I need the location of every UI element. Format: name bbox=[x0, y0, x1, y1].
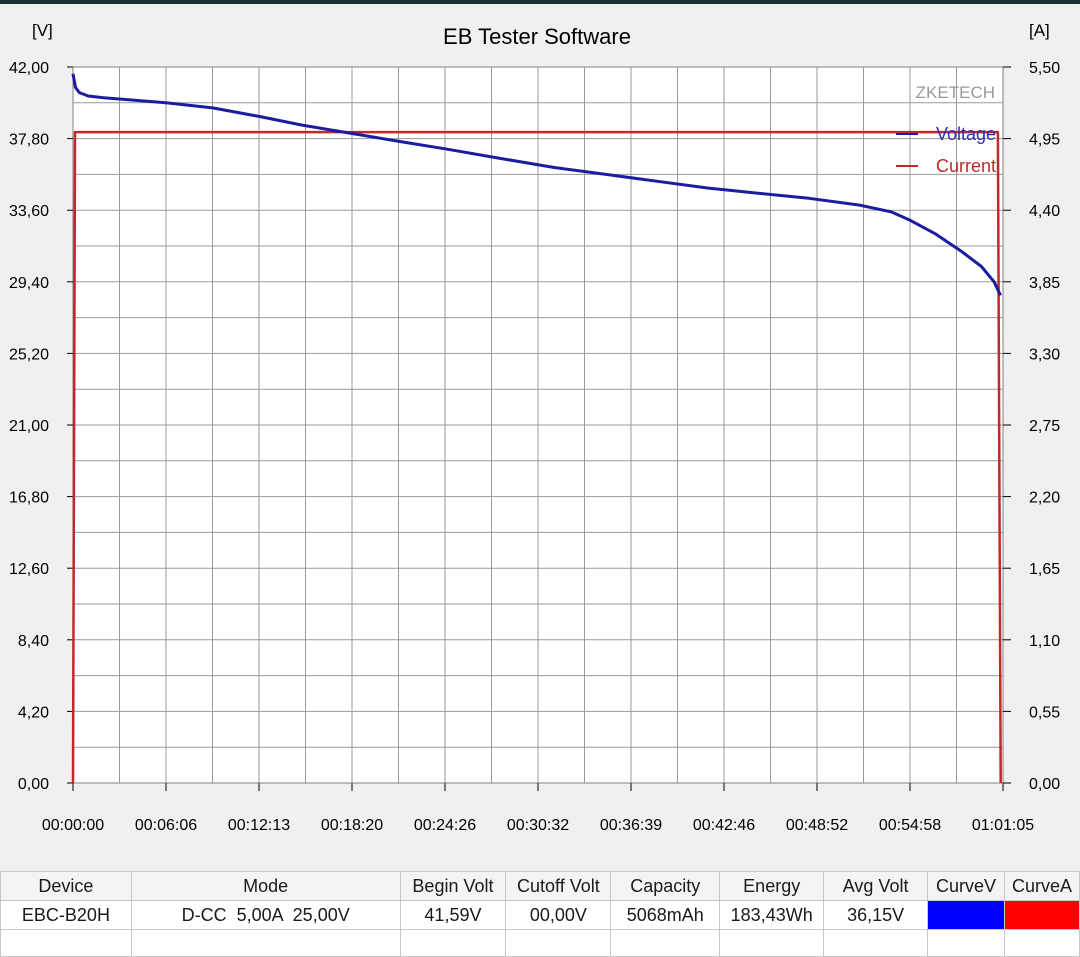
header-begin-volt[interactable]: Begin Volt bbox=[399, 871, 507, 901]
curve-a-color-swatch[interactable] bbox=[1003, 900, 1080, 930]
x-tick-label: 00:00:00 bbox=[42, 817, 104, 834]
x-tick-label: 00:24:26 bbox=[414, 817, 476, 834]
x-tick-label: 00:18:20 bbox=[321, 817, 383, 834]
table-row[interactable]: EBC-B20H D-CC 5,00A 25,00V 41,59V 00,00V… bbox=[0, 900, 1080, 930]
y-left-tick-label: 29,40 bbox=[9, 275, 49, 292]
eb-tester-window: EB Tester Software [V] [A] 42,00 37,80 33,… bbox=[0, 4, 1080, 957]
y-right-tick-label: 0,00 bbox=[1029, 776, 1060, 793]
x-tick-label: 00:30:32 bbox=[507, 817, 569, 834]
y-left-tick-label: 33,60 bbox=[9, 203, 49, 220]
series bbox=[71, 73, 1002, 784]
cell-cutoff-volt: 00,00V bbox=[505, 900, 612, 930]
y-left-unit: [V] bbox=[32, 21, 53, 40]
x-tick-label: 00:36:39 bbox=[600, 817, 662, 834]
y-left-tick-label: 42,00 bbox=[9, 60, 49, 77]
x-tick-label: 00:48:52 bbox=[786, 817, 848, 834]
chart-title: EB Tester Software bbox=[443, 24, 631, 49]
x-tick-label: 00:06:06 bbox=[135, 817, 197, 834]
y-left-tick-label: 8,40 bbox=[18, 633, 49, 650]
y-right-tick-label: 2,20 bbox=[1029, 490, 1060, 507]
y-right-tick-label: 1,10 bbox=[1029, 633, 1060, 650]
header-device[interactable]: Device bbox=[0, 871, 132, 901]
x-tick-label: 00:12:13 bbox=[228, 817, 290, 834]
x-tick-label: 00:42:46 bbox=[693, 817, 755, 834]
cell-energy: 183,43Wh bbox=[719, 900, 825, 930]
axis-ticks: 42,00 37,80 33,60 29,40 25,20 21,00 16,80 12,60… bbox=[9, 60, 1060, 834]
y-right-tick-label: 1,65 bbox=[1029, 561, 1060, 578]
test-info-table: Device Mode Begin Volt Cutoff Volt Capac… bbox=[0, 871, 1080, 957]
y-right-tick-label: 2,75 bbox=[1029, 418, 1060, 435]
y-left-tick-label: 37,80 bbox=[9, 132, 49, 149]
header-capacity[interactable]: Capacity bbox=[610, 871, 721, 901]
header-energy[interactable]: Energy bbox=[719, 871, 825, 901]
voltage-series-line bbox=[71, 73, 1002, 297]
y-right-tick-label: 3,30 bbox=[1029, 346, 1060, 363]
x-tick-label: 00:54:58 bbox=[879, 817, 941, 834]
y-left-tick-label: 21,00 bbox=[9, 418, 49, 435]
y-right-tick-label: 3,85 bbox=[1029, 275, 1060, 292]
curve-v-color-swatch[interactable] bbox=[927, 900, 1005, 930]
y-left-tick-label: 4,20 bbox=[18, 704, 49, 721]
voltage-legend-label: Voltage bbox=[936, 124, 996, 144]
cell-device: EBC-B20H bbox=[0, 900, 132, 930]
y-left-tick-label: 12,60 bbox=[9, 561, 49, 578]
header-mode[interactable]: Mode bbox=[130, 871, 401, 901]
grid bbox=[73, 67, 1003, 783]
cell-capacity: 5068mAh bbox=[610, 900, 721, 930]
header-cutoff-volt[interactable]: Cutoff Volt bbox=[505, 871, 612, 901]
y-right-tick-label: 4,95 bbox=[1029, 132, 1060, 149]
current-legend-label: Current bbox=[936, 156, 996, 176]
y-left-tick-label: 25,20 bbox=[9, 346, 49, 363]
discharge-chart: EB Tester Software [V] [A] 42,00 37,80 33,… bbox=[9, 21, 1060, 834]
legend: Voltage Current bbox=[896, 124, 996, 176]
y-right-unit: [A] bbox=[1029, 21, 1050, 40]
empty-table-row bbox=[0, 929, 1080, 957]
header-curve-a[interactable]: CurveA bbox=[1003, 871, 1080, 901]
header-curve-v[interactable]: CurveV bbox=[927, 871, 1005, 901]
cell-begin-volt: 41,59V bbox=[399, 900, 507, 930]
current-series-line bbox=[71, 130, 1002, 784]
x-tick-label: 01:01:05 bbox=[972, 817, 1034, 834]
header-avg-volt[interactable]: Avg Volt bbox=[823, 871, 929, 901]
cell-avg-volt: 36,15V bbox=[823, 900, 929, 930]
y-left-tick-label: 0,00 bbox=[18, 776, 49, 793]
cell-mode: D-CC 5,00A 25,00V bbox=[130, 900, 401, 930]
y-left-tick-label: 16,80 bbox=[9, 490, 49, 507]
y-right-tick-label: 0,55 bbox=[1029, 704, 1060, 721]
y-right-tick-label: 4,40 bbox=[1029, 203, 1060, 220]
watermark: ZKETECH bbox=[916, 83, 995, 102]
y-right-tick-label: 5,50 bbox=[1029, 60, 1060, 77]
